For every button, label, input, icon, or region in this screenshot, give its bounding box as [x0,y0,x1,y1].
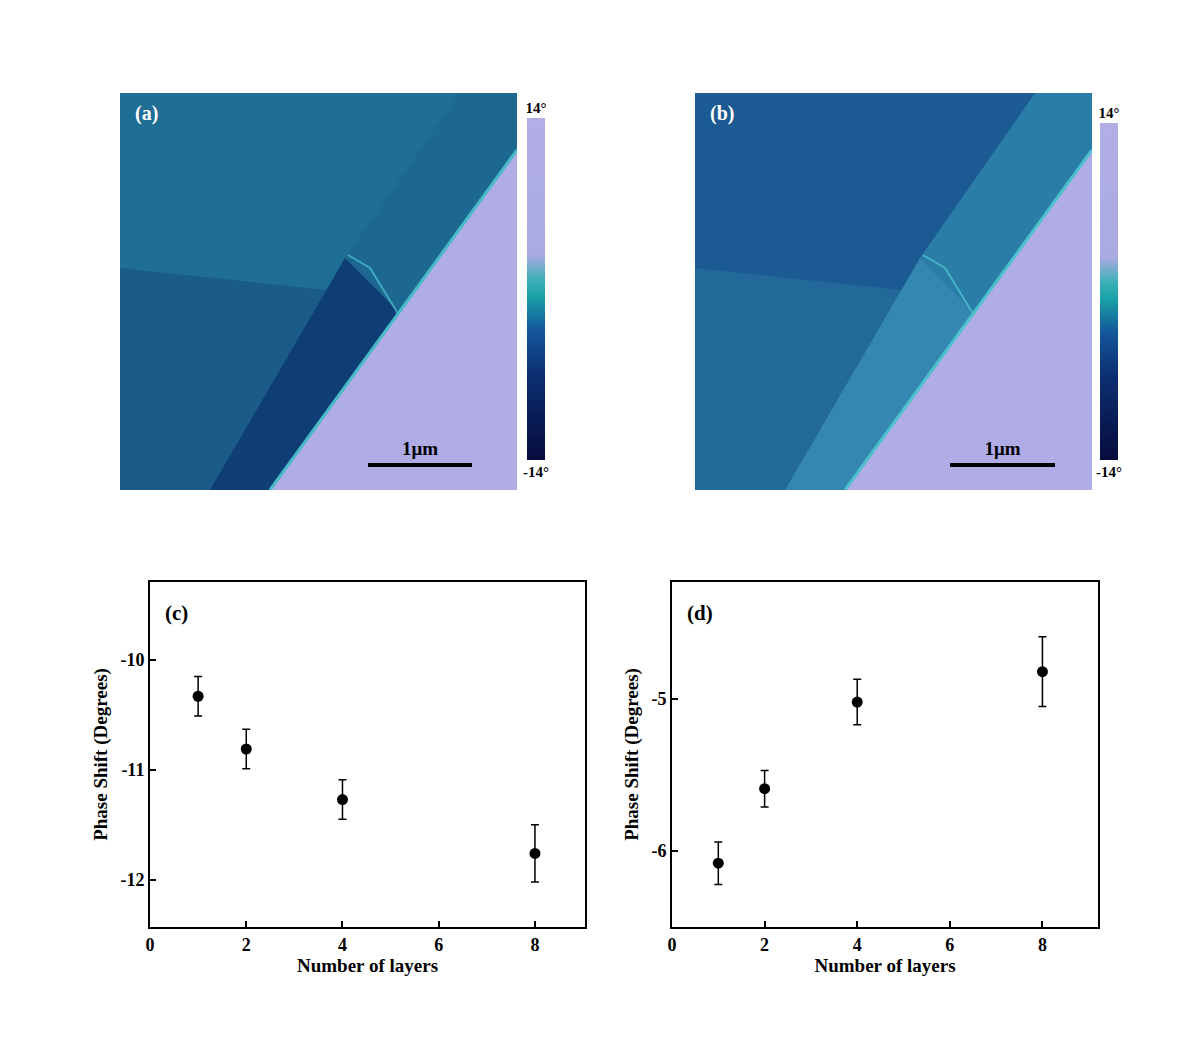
svg-text:Number of layers: Number of layers [297,955,438,976]
svg-text:6: 6 [434,935,443,955]
svg-text:8: 8 [530,935,539,955]
svg-text:0: 0 [146,935,155,955]
svg-text:(c): (c) [165,601,188,625]
svg-text:Number of layers: Number of layers [814,955,955,976]
svg-text:-5: -5 [651,689,666,709]
svg-text:0: 0 [668,935,677,955]
svg-text:-6: -6 [651,841,666,861]
svg-text:1μm: 1μm [984,438,1020,459]
svg-text:(d): (d) [687,601,713,625]
svg-text:2: 2 [760,935,769,955]
svg-text:-14°: -14° [523,464,549,480]
svg-text:4: 4 [338,935,347,955]
svg-text:1μm: 1μm [402,438,438,459]
svg-text:-12: -12 [120,870,144,890]
svg-text:Phase Shift (Degrees): Phase Shift (Degrees) [621,668,643,841]
svg-text:4: 4 [853,935,862,955]
svg-text:Phase Shift (Degrees): Phase Shift (Degrees) [90,668,112,841]
svg-text:6: 6 [945,935,954,955]
svg-text:14°: 14° [526,100,547,116]
svg-text:-14°: -14° [1096,464,1122,480]
svg-text:2: 2 [242,935,251,955]
svg-text:(b): (b) [710,102,734,125]
svg-text:-10: -10 [120,650,144,670]
svg-text:(a): (a) [135,102,158,125]
svg-text:8: 8 [1038,935,1047,955]
svg-text:14°: 14° [1099,105,1120,121]
svg-text:-11: -11 [121,760,144,780]
